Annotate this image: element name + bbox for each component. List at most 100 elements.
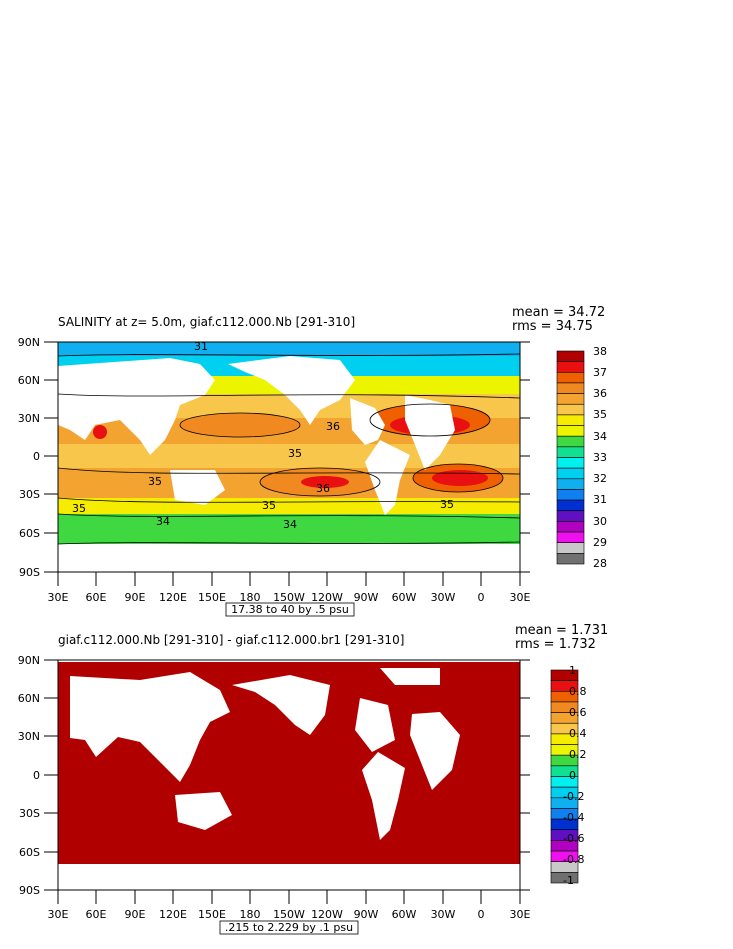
x-tick-label: 90E <box>125 591 146 604</box>
x-tick-label: 30E <box>510 591 531 604</box>
colorbar-label: 35 <box>593 408 607 421</box>
y-tick-label: 30S <box>19 488 40 501</box>
colorbar-swatch <box>550 872 579 884</box>
x-tick-label: 30W <box>431 908 456 921</box>
colorbar-label: 0.2 <box>569 748 587 761</box>
panel1-colorbar <box>556 350 585 565</box>
panel2-x-axis: 30E 60E 90E 120E 150E 180 150W 120W 90W … <box>48 908 531 921</box>
continents <box>58 668 520 890</box>
x-tick-label: 30E <box>510 908 531 921</box>
colorbar-label: 38 <box>593 345 607 358</box>
colorbar-label: 37 <box>593 366 607 379</box>
colorbar-label: 0.4 <box>569 727 587 740</box>
colorbar-label: 28 <box>593 557 607 570</box>
contour-label: 35 <box>262 499 276 512</box>
colorbar-label: 0.6 <box>569 706 587 719</box>
colorbar-label: 36 <box>593 387 607 400</box>
panel2-ticks <box>44 659 530 904</box>
colorbar-swatch <box>556 403 585 416</box>
y-tick-label: 60N <box>18 692 40 705</box>
x-tick-label: 180 <box>240 908 261 921</box>
contour-label: 35 <box>440 498 454 511</box>
y-tick-label: 0 <box>33 450 40 463</box>
x-tick-label: 150W <box>273 591 305 604</box>
contour-label: 35 <box>148 475 162 488</box>
colorbar-swatch <box>556 414 585 426</box>
colorbar-label: 29 <box>593 536 607 549</box>
southern-ocean-band <box>58 514 520 544</box>
colorbar-swatch <box>556 467 585 480</box>
colorbar-swatch <box>556 425 585 437</box>
contour-label: 35 <box>288 447 302 460</box>
x-tick-label: 30E <box>48 908 69 921</box>
panel1-map: 31 35 35 36 35 35 36 34 34 35 <box>57 340 521 573</box>
x-tick-label: 90W <box>354 908 379 921</box>
colorbar-label: 0.8 <box>569 685 587 698</box>
contour-label: 36 <box>326 420 340 433</box>
panel2-colorbar-labels: 1 0.8 0.6 0.4 0.2 0 -0.2 -0.4 -0.6 -0.8 … <box>563 664 587 887</box>
colorbar-label: -1 <box>563 874 574 887</box>
y-tick-label: 90N <box>18 654 40 667</box>
colorbar-swatch <box>556 542 585 554</box>
contour-label: 34 <box>156 515 170 528</box>
x-tick-label: 150W <box>273 908 305 921</box>
colorbar-swatch <box>556 531 585 543</box>
y-tick-label: 60N <box>18 374 40 387</box>
panel2-range-note: .215 to 2.229 by .1 psu <box>225 921 353 934</box>
x-tick-label: 0 <box>478 591 485 604</box>
y-tick-label: 30N <box>18 730 40 743</box>
panel1-title: SALINITY at z= 5.0m, giaf.c112.000.Nb [2… <box>58 315 355 329</box>
colorbar-label: -0.8 <box>563 853 584 866</box>
colorbar-label: -0.6 <box>563 832 584 845</box>
y-tick-label: 90N <box>18 336 40 349</box>
colorbar-label: 1 <box>569 664 576 677</box>
x-tick-label: 180 <box>240 591 261 604</box>
panel1-range-box <box>225 602 355 617</box>
x-tick-label: 90W <box>354 591 379 604</box>
panel1-rms: rms = 34.75 <box>512 319 593 334</box>
panel2-y-axis: 90N 60N 30N 0 30S 60S 90S <box>18 654 40 897</box>
contour-lines <box>58 353 520 545</box>
contour-label: 34 <box>283 518 297 531</box>
colorbar-label: 33 <box>593 451 607 464</box>
x-tick-label: 60W <box>392 591 417 604</box>
panel1-ticks <box>44 341 530 586</box>
x-tick-label: 150E <box>198 908 226 921</box>
colorbar-swatch <box>556 510 585 522</box>
panel1-mean: mean = 34.72 <box>512 305 605 320</box>
x-tick-label: 60E <box>86 591 107 604</box>
panel-salinity: SALINITY at z= 5.0m, giaf.c112.000.Nb [2… <box>18 305 607 617</box>
y-tick-label: 30S <box>19 807 40 820</box>
panel-difference: giaf.c112.000.Nb [291-310] - giaf.c112.0… <box>18 623 608 935</box>
colorbar-label: 31 <box>593 493 607 506</box>
contour-label: 36 <box>316 482 330 495</box>
y-tick-label: 30N <box>18 412 40 425</box>
colorbar-swatch <box>556 435 585 448</box>
x-tick-label: 30E <box>48 591 69 604</box>
colorbar-label: 32 <box>593 472 607 485</box>
x-tick-label: 30W <box>431 591 456 604</box>
panel1-y-axis: 90N 60N 30N 0 30S 60S 90S <box>18 336 40 579</box>
x-tick-label: 60W <box>392 908 417 921</box>
y-tick-label: 0 <box>33 769 40 782</box>
panel2-mean: mean = 1.731 <box>515 623 608 638</box>
y-tick-label: 90S <box>19 566 40 579</box>
panel2-colorbar <box>550 669 579 884</box>
x-tick-label: 120W <box>311 591 343 604</box>
colorbar-label: -0.2 <box>563 790 584 803</box>
colorbar-swatch <box>556 521 585 533</box>
continents <box>58 356 520 572</box>
panel2-map <box>57 659 521 891</box>
contour-label: 35 <box>72 502 86 515</box>
panel2-rms: rms = 1.732 <box>515 637 596 652</box>
colorbar-swatch <box>556 446 585 458</box>
panel2-range-box <box>219 920 359 935</box>
colorbar-swatch <box>556 489 585 501</box>
colorbar-label: 30 <box>593 515 607 528</box>
colorbar-swatch <box>556 478 585 490</box>
x-tick-label: 0 <box>478 908 485 921</box>
colorbar-swatch <box>556 382 585 394</box>
y-tick-label: 90S <box>19 884 40 897</box>
colorbar-swatch <box>556 499 585 512</box>
